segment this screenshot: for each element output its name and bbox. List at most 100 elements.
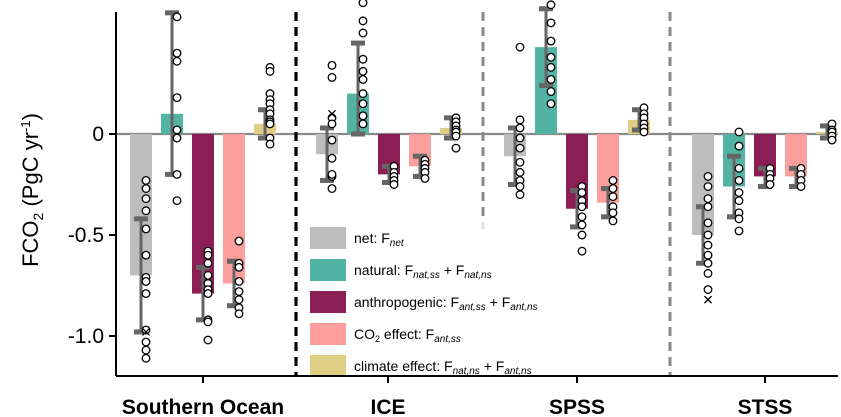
bar-southern-ocean-co2 (223, 134, 245, 284)
data-point-southern-ocean-anthropogenic (203, 258, 213, 268)
data-point-spss-natural (546, 62, 556, 72)
data-point-ice-natural (358, 111, 368, 121)
error-cap-spss-climate (632, 107, 646, 113)
data-point-stss-net (703, 218, 713, 228)
legend-label-anthropogenic: anthropogenic: Fant,ss​ + Fant,ns​ (354, 294, 538, 313)
data-point-ice-natural (358, 0, 368, 8)
legend-label-climate: climate effect: Fnat,ns​ + Fant,ns​ (354, 358, 532, 377)
error-cap-southern-ocean-natural (165, 10, 179, 16)
legend-label-natural: natural: Fnat,ss​ + Fnat,ns​ (354, 262, 492, 281)
data-point-southern-ocean-natural (172, 48, 182, 58)
legend-swatch-anthropogenic (310, 291, 346, 313)
error-cap-ice-co2 (413, 173, 427, 179)
data-point-southern-ocean-net (141, 325, 151, 335)
data-point-southern-ocean-anthropogenic (203, 317, 213, 327)
data-point-spss-co2 (608, 208, 618, 218)
data-point-southern-ocean-net (141, 345, 151, 355)
data-point-spss-natural (546, 52, 556, 62)
data-point-spss-anthropogenic (577, 246, 587, 256)
data-point-spss-net (515, 115, 525, 125)
error-cap-ice-co2 (413, 153, 427, 159)
data-point-stss-net (703, 182, 713, 191)
data-point-southern-ocean-natural (172, 12, 182, 22)
legend-swatch-co2 (310, 323, 346, 345)
bar-southern-ocean-net (130, 134, 152, 276)
data-point-southern-ocean-natural (172, 125, 182, 135)
error-cap-stss-climate (820, 135, 834, 141)
data-point-southern-ocean-natural (172, 93, 182, 103)
data-point-stss-natural (734, 196, 744, 206)
data-point-spss-net (515, 143, 525, 153)
legend-label-co2: CO2​ effect: Fant,ss​ (354, 326, 461, 345)
data-point-ice-natural (358, 99, 368, 109)
data-point-ice-net (327, 60, 337, 70)
error-cap-southern-ocean-net (134, 216, 148, 222)
error-cap-stss-co2 (789, 165, 803, 171)
data-point-ice-co2 (420, 173, 430, 183)
data-point-stss-natural (734, 226, 744, 236)
error-cap-southern-ocean-co2 (227, 258, 241, 264)
error-cap-stss-natural (727, 214, 741, 220)
data-point-spss-natural (546, 75, 556, 84)
error-cap-ice-climate (444, 115, 458, 121)
data-point-southern-ocean-net (141, 176, 151, 185)
data-point-ice-natural (358, 75, 368, 84)
error-cap-stss-anthropogenic (758, 184, 772, 190)
data-point-southern-ocean-net (141, 194, 151, 204)
y-tick-label: -0.5 (68, 224, 104, 247)
data-point-ice-natural (358, 119, 368, 129)
data-point-spss-anthropogenic (577, 212, 587, 222)
data-point-spss-net (515, 157, 525, 167)
error-cap-stss-co2 (789, 184, 803, 190)
data-point-southern-ocean-co2 (234, 277, 244, 286)
data-point-spss-natural (546, 0, 556, 10)
error-cap-ice-natural (351, 131, 365, 137)
data-point-spss-net (515, 190, 525, 200)
data-point-spss-co2 (608, 216, 618, 226)
data-point-southern-ocean-net (141, 353, 151, 363)
data-point-stss-net (703, 285, 713, 294)
data-point-ice-climate (451, 143, 461, 153)
data-point-southern-ocean-co2 (234, 309, 244, 319)
data-point-spss-anthropogenic (577, 230, 587, 240)
error-cap-southern-ocean-anthropogenic (196, 264, 210, 270)
data-point-stss-net (703, 230, 713, 240)
error-cap-southern-ocean-natural (165, 171, 179, 177)
data-point-ice-net (327, 169, 337, 179)
error-cap-ice-climate (444, 135, 458, 141)
data-point-southern-ocean-anthropogenic (203, 289, 213, 299)
data-point-southern-ocean-natural (172, 56, 182, 66)
data-point-ice-net (327, 119, 337, 129)
legend-label-net: net: Fnet​ (354, 230, 405, 249)
data-point-spss-natural (546, 87, 556, 97)
legend-swatch-net (310, 227, 346, 249)
data-point-stss-climate (827, 135, 837, 145)
cross-marker-southern-ocean-net (142, 328, 150, 336)
data-point-southern-ocean-climate (265, 66, 275, 76)
y-tick-label: 0 (92, 123, 104, 146)
data-point-spss-net (515, 133, 525, 143)
x-tick-label-stss: STSS (738, 396, 793, 417)
data-point-stss-net (703, 250, 713, 260)
legend-swatch-climate (310, 355, 346, 377)
legend-swatch-natural (310, 259, 346, 281)
error-cap-spss-co2 (601, 214, 615, 220)
error-cap-spss-natural (539, 83, 553, 89)
data-point-stss-natural (734, 176, 744, 185)
x-tick-label-ice: ICE (370, 396, 405, 417)
data-point-stss-natural (734, 188, 744, 198)
data-point-ice-net (327, 72, 337, 82)
error-cap-spss-anthropogenic (570, 188, 584, 194)
data-point-spss-anthropogenic (577, 220, 587, 230)
data-point-stss-net (703, 202, 713, 212)
data-point-stss-net (703, 240, 713, 250)
plot-area (116, 0, 838, 376)
data-point-ice-natural (358, 89, 368, 99)
error-cap-ice-anthropogenic (382, 179, 396, 185)
data-point-southern-ocean-net (141, 184, 151, 193)
error-cap-southern-ocean-climate (258, 135, 272, 141)
data-point-spss-anthropogenic (577, 188, 587, 198)
data-point-spss-net (515, 123, 525, 133)
error-cap-ice-net (320, 177, 334, 183)
